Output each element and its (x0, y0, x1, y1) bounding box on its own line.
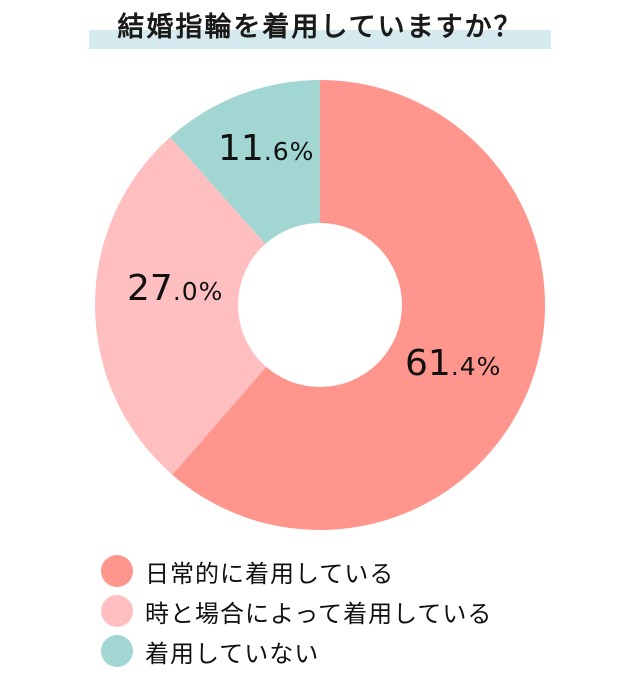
swatch-daily-icon (101, 555, 133, 587)
label-sometimes: 27.0% (127, 268, 224, 309)
donut-hole (238, 223, 402, 387)
chart-title: 結婚指輪を着用していますか？ (117, 12, 523, 43)
legend-item-sometimes: 時と場合によって着用している (101, 591, 492, 631)
swatch-sometimes-icon (101, 595, 133, 627)
legend-item-none: 着用していない (101, 631, 492, 671)
title-highlight (89, 30, 551, 49)
donut-chart (94, 80, 545, 530)
legend: 日常的に着用している 時と場合によって着用している 着用していない (101, 551, 492, 671)
segment-sometimes (94, 137, 320, 475)
legend-item-daily: 日常的に着用している (101, 551, 492, 591)
label-none: 11.6% (218, 128, 315, 169)
swatch-none-icon (101, 635, 133, 667)
label-daily: 61.4% (405, 343, 502, 384)
